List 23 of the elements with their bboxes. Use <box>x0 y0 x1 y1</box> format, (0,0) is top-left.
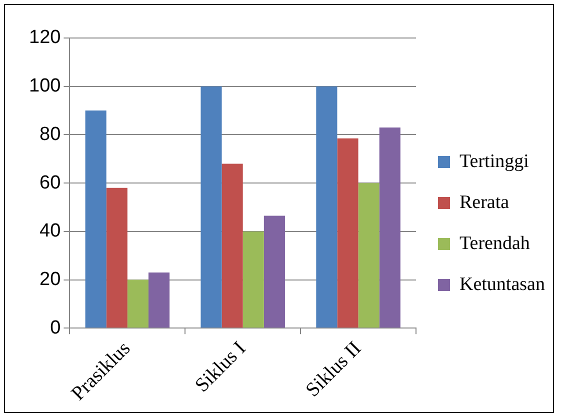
y-tick-label: 0 <box>50 317 61 338</box>
bar <box>242 231 264 328</box>
legend-label: Ketuntasan <box>460 274 546 295</box>
bar <box>316 86 338 328</box>
bar <box>148 272 170 328</box>
bar <box>264 216 285 328</box>
legend-label: Terendah <box>460 232 530 254</box>
bar <box>127 280 148 328</box>
y-tick-label: 100 <box>29 76 61 97</box>
y-tick-label: 60 <box>40 172 61 194</box>
bar <box>106 188 128 328</box>
y-tick-label: 20 <box>40 269 61 290</box>
bar <box>85 110 106 328</box>
bar <box>200 86 222 328</box>
bar <box>337 138 358 328</box>
y-tick-label: 80 <box>40 124 61 145</box>
legend-label: Tertinggi <box>460 150 529 172</box>
y-tick-label: 120 <box>29 27 61 48</box>
legend-label: Rerata <box>460 192 510 213</box>
bar <box>222 164 243 328</box>
bar <box>379 127 400 328</box>
bar <box>358 183 380 328</box>
y-tick-label: 40 <box>40 220 61 242</box>
